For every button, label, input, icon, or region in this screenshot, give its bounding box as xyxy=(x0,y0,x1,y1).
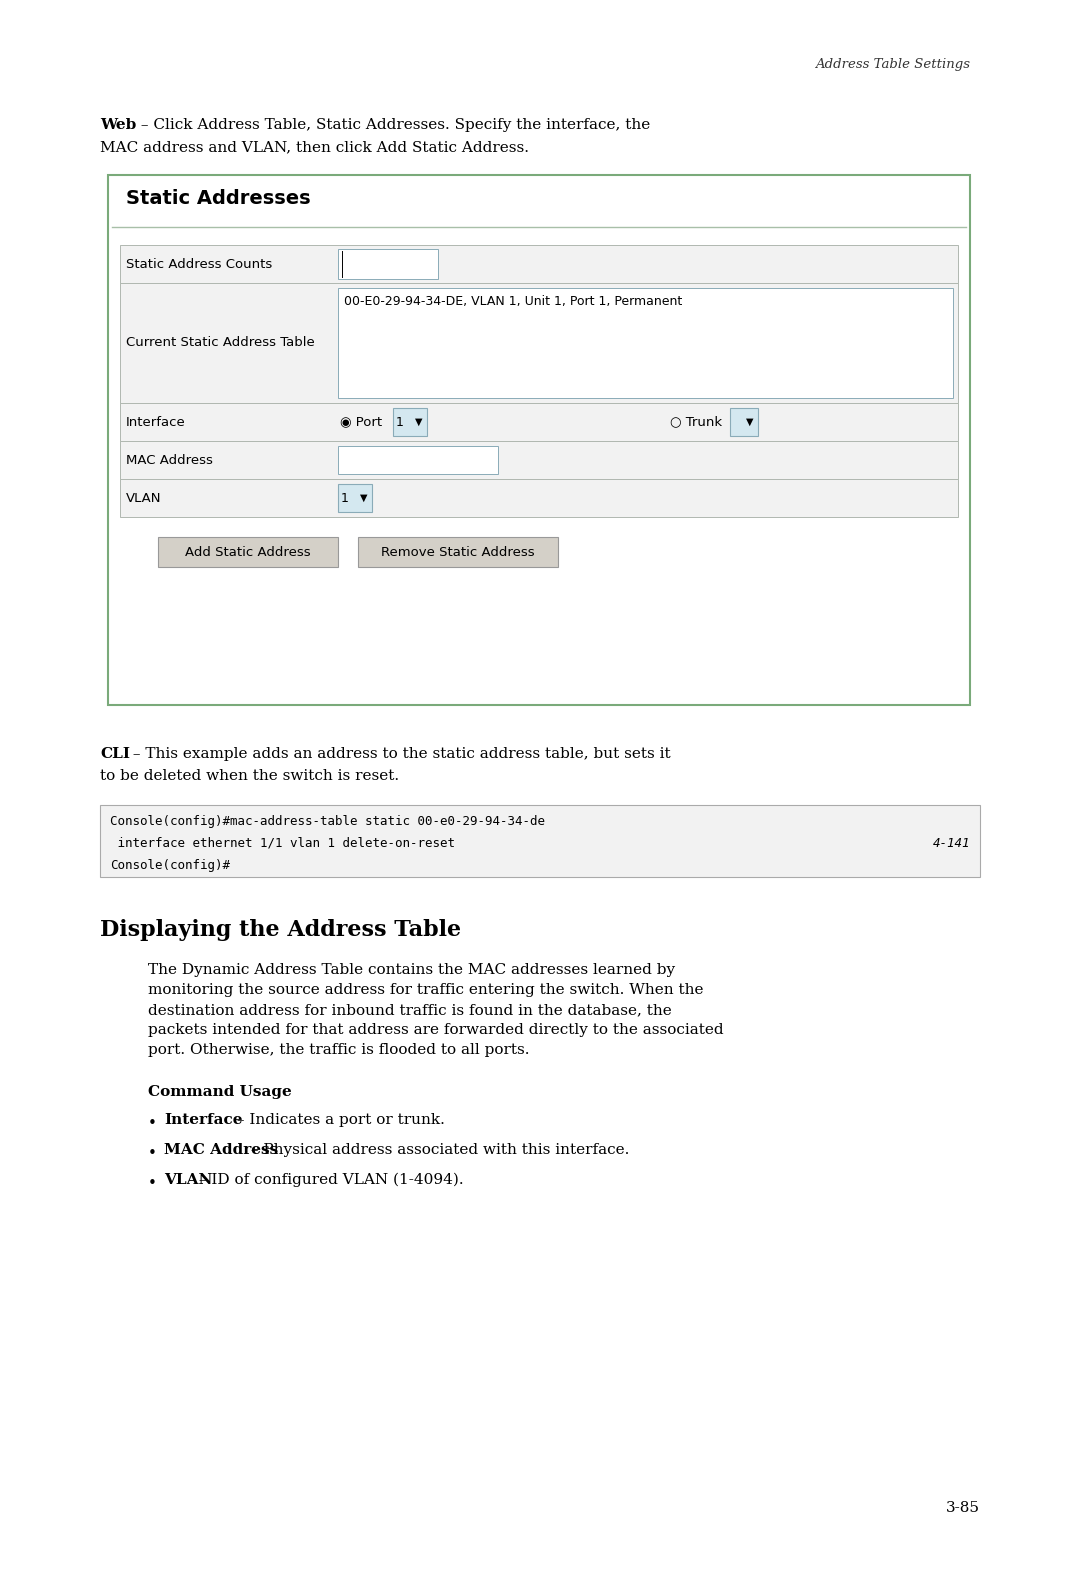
Text: •: • xyxy=(148,1116,157,1130)
Text: VLAN: VLAN xyxy=(126,491,162,504)
Text: ▼: ▼ xyxy=(415,418,422,427)
Text: 00-E0-29-94-34-DE, VLAN 1, Unit 1, Port 1, Permanent: 00-E0-29-94-34-DE, VLAN 1, Unit 1, Port … xyxy=(345,295,683,308)
Bar xyxy=(100,805,980,878)
Text: to be deleted when the switch is reset.: to be deleted when the switch is reset. xyxy=(100,769,400,783)
Text: •: • xyxy=(148,1146,157,1160)
Text: Interface: Interface xyxy=(164,1113,243,1127)
Text: ○ Trunk: ○ Trunk xyxy=(670,416,723,429)
Bar xyxy=(338,484,372,512)
Bar xyxy=(120,441,958,479)
Text: – ID of configured VLAN (1-4094).: – ID of configured VLAN (1-4094). xyxy=(194,1173,463,1187)
Text: – This example adds an address to the static address table, but sets it: – This example adds an address to the st… xyxy=(129,747,671,761)
Text: VLAN: VLAN xyxy=(164,1173,213,1187)
Text: monitoring the source address for traffic entering the switch. When the: monitoring the source address for traffi… xyxy=(148,983,703,997)
Bar xyxy=(158,537,338,567)
Text: Displaying the Address Table: Displaying the Address Table xyxy=(100,918,461,940)
Bar xyxy=(120,283,958,403)
Bar xyxy=(357,537,558,567)
Text: 4-141: 4-141 xyxy=(932,837,970,849)
Bar xyxy=(112,179,966,700)
Bar xyxy=(120,479,958,517)
Bar xyxy=(120,403,958,441)
Text: Static Addresses: Static Addresses xyxy=(126,188,311,207)
Bar xyxy=(108,174,970,705)
Text: Web: Web xyxy=(100,118,136,132)
Text: Console(config)#mac-address-table static 00-e0-29-94-34-de: Console(config)#mac-address-table static… xyxy=(110,815,545,827)
Text: MAC address and VLAN, then click Add Static Address.: MAC address and VLAN, then click Add Sta… xyxy=(100,140,529,154)
Text: Static Address Counts: Static Address Counts xyxy=(126,257,272,270)
Text: Add Static Address: Add Static Address xyxy=(185,545,311,559)
Text: Interface: Interface xyxy=(126,416,186,429)
Text: – Click Address Table, Static Addresses. Specify the interface, the: – Click Address Table, Static Addresses.… xyxy=(136,118,650,132)
Text: Command Usage: Command Usage xyxy=(148,1085,292,1099)
Text: – Indicates a port or trunk.: – Indicates a port or trunk. xyxy=(231,1113,444,1127)
Text: The Dynamic Address Table contains the MAC addresses learned by: The Dynamic Address Table contains the M… xyxy=(148,962,675,977)
Bar xyxy=(338,250,438,279)
Text: ▼: ▼ xyxy=(360,493,367,502)
Text: MAC Address: MAC Address xyxy=(126,454,213,466)
Text: packets intended for that address are forwarded directly to the associated: packets intended for that address are fo… xyxy=(148,1024,724,1038)
Text: port. Otherwise, the traffic is flooded to all ports.: port. Otherwise, the traffic is flooded … xyxy=(148,1042,529,1057)
Bar xyxy=(730,408,758,436)
Text: Address Table Settings: Address Table Settings xyxy=(815,58,970,71)
Text: •: • xyxy=(148,1176,157,1192)
Text: 3-85: 3-85 xyxy=(946,1501,980,1515)
Bar xyxy=(338,287,953,399)
Text: CLI: CLI xyxy=(100,747,130,761)
Bar xyxy=(120,245,958,283)
Text: interface ethernet 1/1 vlan 1 delete-on-reset: interface ethernet 1/1 vlan 1 delete-on-… xyxy=(110,837,455,849)
Bar xyxy=(338,446,498,474)
Text: destination address for inbound traffic is found in the database, the: destination address for inbound traffic … xyxy=(148,1003,672,1017)
Text: Remove Static Address: Remove Static Address xyxy=(381,545,535,559)
Text: 1: 1 xyxy=(341,491,349,504)
Text: 1: 1 xyxy=(396,416,404,429)
Text: Current Static Address Table: Current Static Address Table xyxy=(126,336,314,350)
Text: MAC Address: MAC Address xyxy=(164,1143,279,1157)
Bar xyxy=(393,408,427,436)
Text: – Physical address associated with this interface.: – Physical address associated with this … xyxy=(246,1143,630,1157)
Text: ▼: ▼ xyxy=(746,418,754,427)
Text: ◉ Port: ◉ Port xyxy=(340,416,382,429)
Text: Console(config)#: Console(config)# xyxy=(110,859,230,871)
